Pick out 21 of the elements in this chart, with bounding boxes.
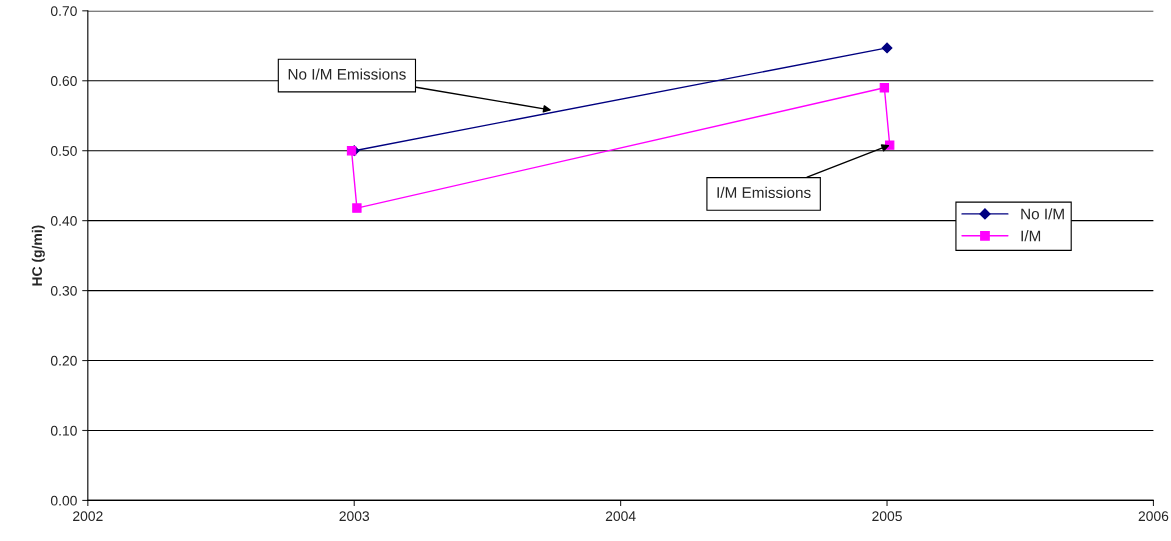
point [352,203,362,213]
legend-label: I/M [1021,230,1041,242]
x-tick-label: 2003 [339,511,370,522]
y-axis-title: HC (g/mi) [31,225,45,286]
y-tick-label: 0.50 [50,146,77,156]
annotation: No I/M Emissions [288,68,406,80]
legend-label: No I/M [1021,208,1064,220]
y-tick-label: 0.30 [50,285,77,296]
y-tick-label: 0.20 [50,355,77,366]
x-tick-label: 2002 [73,511,103,522]
x-tick-label: 2004 [605,511,636,522]
y-tick-label: 0.70 [50,6,77,16]
x-tick-label: 2006 [1138,511,1169,522]
x-tick-label: 2005 [872,511,902,522]
y-tick-label: 0.10 [50,425,77,436]
annotation: I/M Emissions [717,186,811,198]
y-tick-label: 0.00 [50,495,77,506]
point [881,42,893,54]
y-tick-label: 0.40 [50,215,77,226]
y-tick-label: 0.60 [50,76,77,86]
point [879,83,890,93]
